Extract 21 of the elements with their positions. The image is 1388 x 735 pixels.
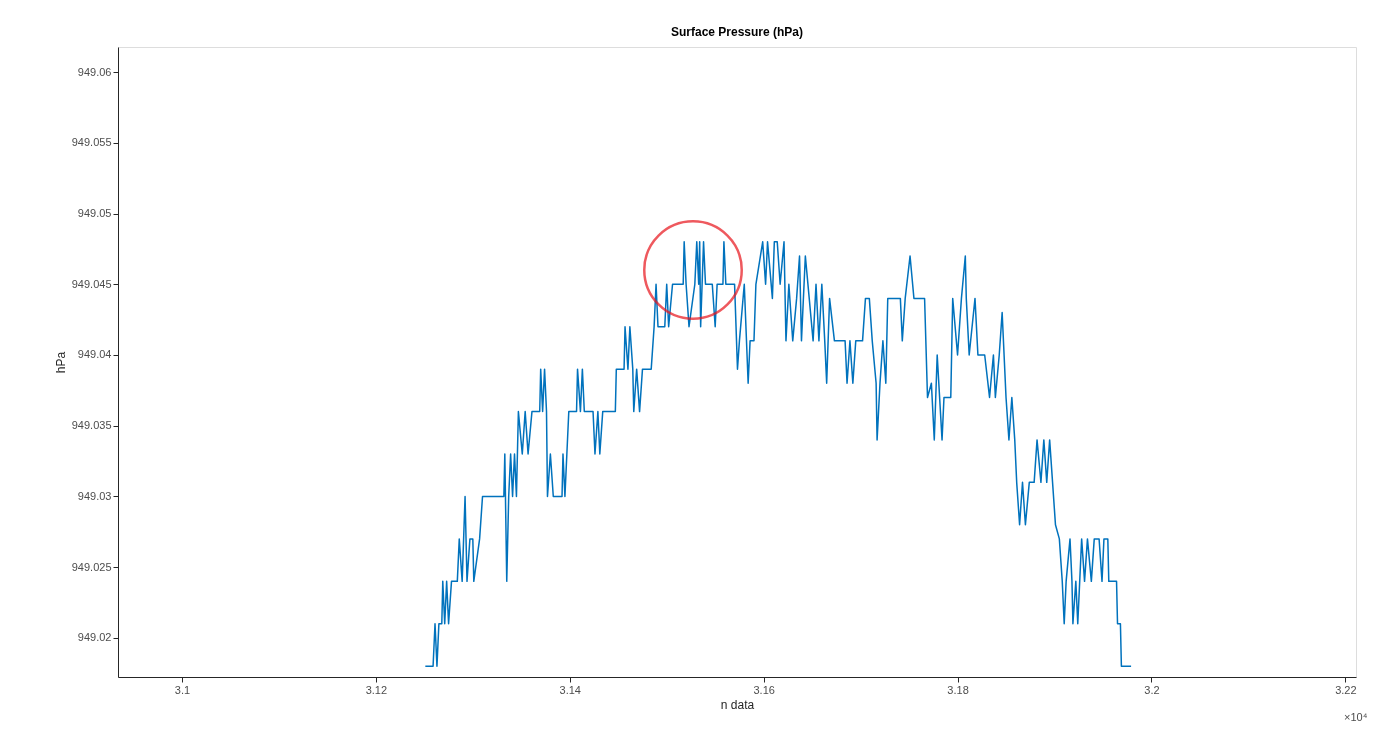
y-tick-label: 949.06	[77, 65, 112, 78]
x-tick-label: 3.14	[559, 683, 581, 696]
x-tick-label: 3.1	[174, 683, 191, 696]
x-tick-label: 3.2	[1144, 683, 1160, 696]
x-tick-label: 3.22	[1335, 683, 1357, 696]
y-tick-label: 949.055	[71, 136, 112, 149]
y-tick-label: 949.03	[77, 489, 112, 502]
y-tick-label: 949.035	[71, 419, 112, 432]
x-axis-title: n data	[720, 697, 755, 712]
x-tick-label: 3.18	[947, 683, 969, 696]
x-tick-label: 3.12	[365, 683, 388, 696]
chart-title: Surface Pressure (hPa)	[670, 25, 804, 39]
text: ×10⁴	[1344, 711, 1368, 723]
y-tick-label: 949.04	[77, 348, 112, 361]
x-tick-label: 3.16	[753, 683, 775, 696]
y-tick-label: 949.045	[71, 277, 112, 290]
y-axis-title: hPa	[53, 351, 68, 374]
y-tick-label: 949.02	[77, 631, 112, 644]
line-series	[424, 241, 1132, 667]
y-tick-label: 949.025	[71, 560, 112, 573]
y-tick-label: 949.05	[77, 207, 112, 220]
